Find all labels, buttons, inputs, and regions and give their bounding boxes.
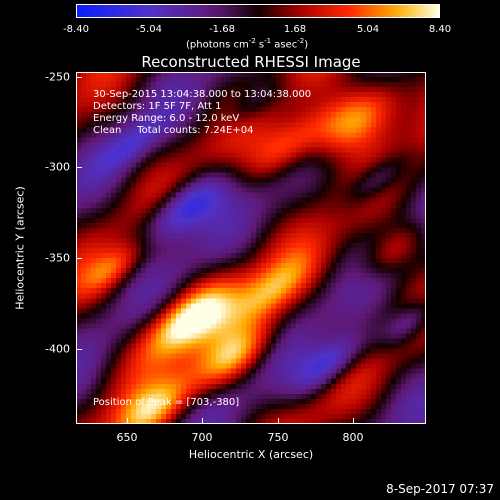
colorbar-tick-label: -1.68	[209, 24, 235, 35]
y-axis-label: Heliocentric Y (arcsec)	[13, 186, 27, 310]
units-exponent: -2	[297, 37, 305, 45]
x-tick-label: 750	[267, 431, 289, 444]
colorbar-tick-label: -5.04	[136, 24, 162, 35]
x-tick-label: 800	[342, 431, 364, 444]
x-axis-label: Heliocentric X (arcsec)	[188, 448, 314, 461]
info-counts: Clean Total counts: 7.24E+04	[93, 125, 254, 136]
units-part: asec	[271, 39, 298, 51]
colorbar-tick-label: 1.68	[283, 24, 307, 35]
units-exponent: -1	[264, 37, 272, 45]
colorbar-tick-label: 8.40	[428, 24, 452, 35]
units-part: )	[304, 39, 309, 51]
units-part: s	[255, 39, 265, 51]
colorbar-units: (photons cm-2 s-1 asec-2)	[186, 38, 308, 50]
y-tick-mark	[76, 77, 82, 78]
info-detectors: Detectors: 1F 5F 7F, Att 1	[93, 101, 222, 112]
y-tick-label: -300	[45, 160, 70, 174]
colorbar	[76, 4, 440, 18]
peak-position: Position of Peak = [703,-380]	[93, 397, 240, 408]
x-tick-mark	[353, 418, 354, 424]
plot-title: Reconstructed RHESSI Image	[141, 53, 361, 71]
units-exponent: -2	[248, 37, 256, 45]
x-tick-label: 700	[191, 431, 213, 444]
info-energy: Energy Range: 6.0 - 12.0 keV	[93, 113, 240, 124]
info-time: 30-Sep-2015 13:04:38.000 to 13:04:38.000	[93, 89, 312, 100]
plot-frame	[76, 72, 426, 424]
y-tick-label: -250	[45, 70, 70, 84]
observation-info: 30-Sep-2015 13:04:38.000 to 13:04:38.000…	[93, 89, 311, 137]
x-tick-label: 650	[116, 431, 138, 444]
y-tick-mark	[76, 167, 82, 168]
rhessi-image	[76, 72, 426, 424]
x-tick-mark	[278, 418, 279, 424]
colorbar-tick-label: -8.40	[63, 24, 89, 35]
y-tick-mark	[76, 258, 82, 259]
units-part: (photons cm	[186, 39, 249, 51]
x-tick-mark	[202, 418, 203, 424]
y-tick-label: -400	[45, 342, 70, 356]
y-tick-label: -350	[45, 251, 70, 265]
y-tick-mark	[76, 349, 82, 350]
x-tick-mark	[127, 418, 128, 424]
footer-timestamp: 8-Sep-2017 07:37	[386, 482, 494, 496]
colorbar-tick-label: 5.04	[356, 24, 380, 35]
